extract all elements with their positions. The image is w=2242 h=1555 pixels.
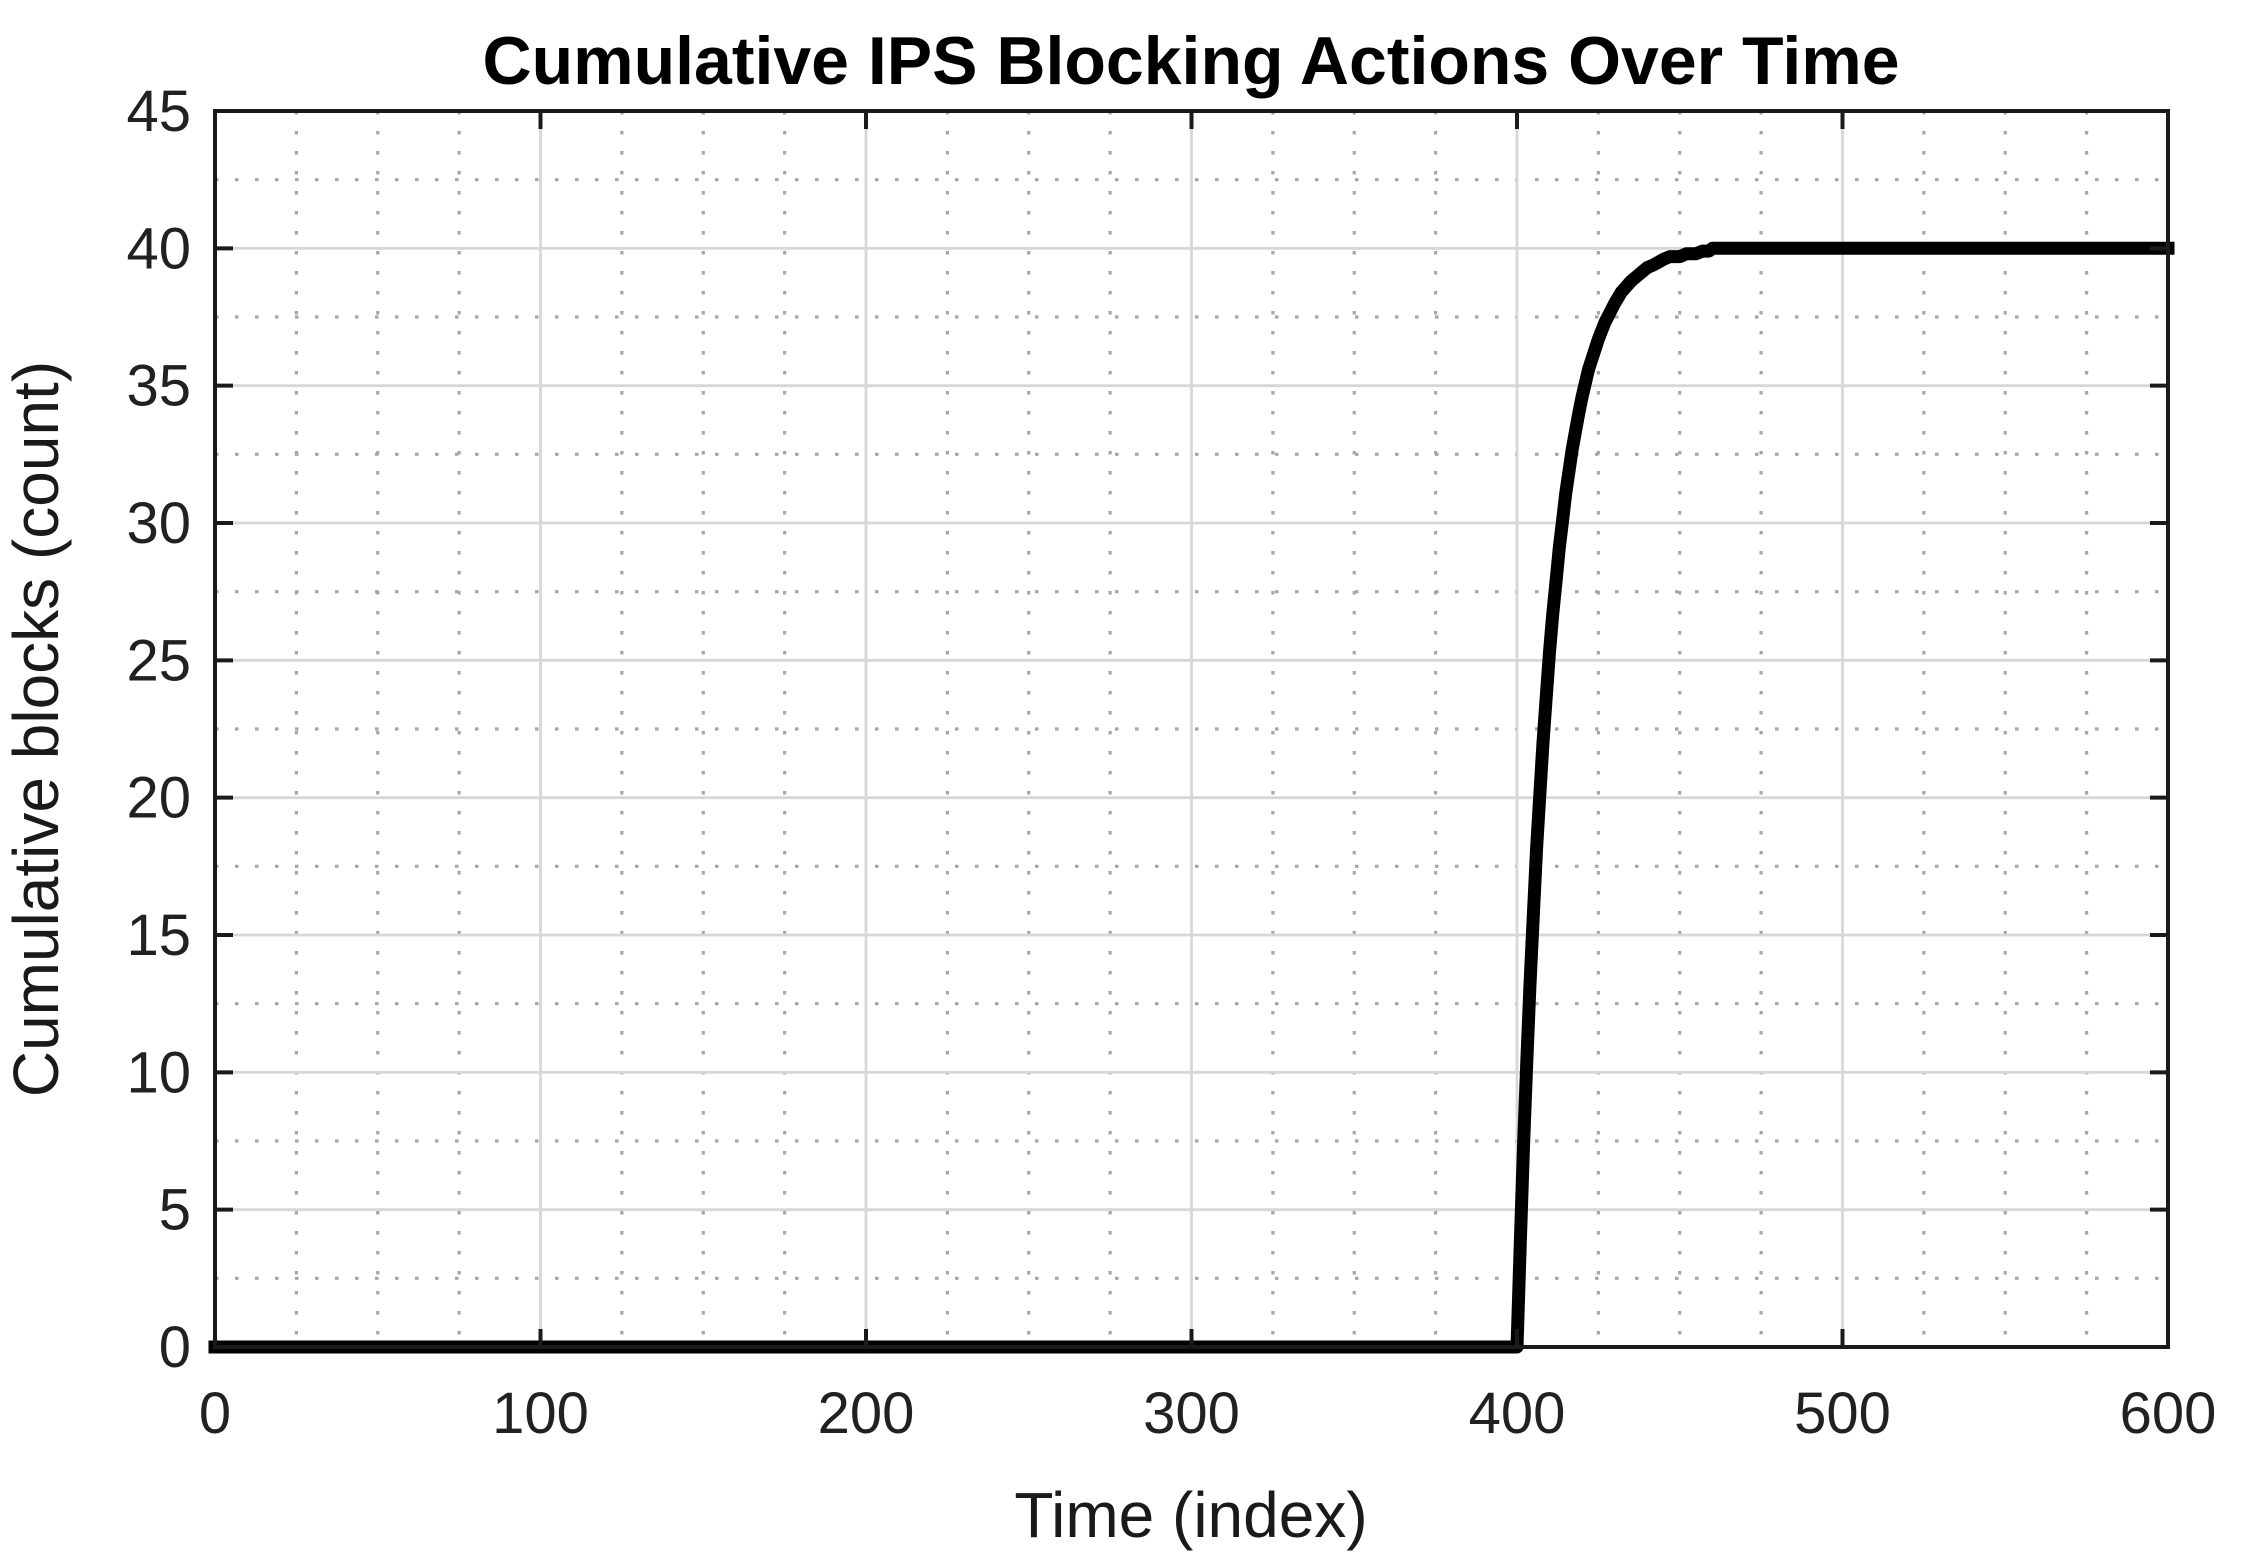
x-tick-label: 500 (1794, 1381, 1891, 1446)
chart-title: Cumulative IPS Blocking Actions Over Tim… (482, 23, 1899, 99)
x-tick-label: 100 (492, 1381, 589, 1446)
x-tick-label: 200 (818, 1381, 915, 1446)
y-tick-label: 20 (126, 766, 191, 831)
x-axis-label: Time (index) (1014, 1479, 1367, 1551)
x-tick-label: 300 (1143, 1381, 1240, 1446)
x-tick-labels: 0 100 200 300 400 500 600 (199, 1381, 2217, 1446)
x-tick-label: 0 (199, 1381, 231, 1446)
x-tick-label: 600 (2120, 1381, 2217, 1446)
y-tick-label: 5 (159, 1178, 191, 1243)
y-tick-label: 10 (126, 1040, 191, 1105)
y-tick-label: 15 (126, 903, 191, 968)
y-tick-label: 0 (159, 1315, 191, 1380)
y-tick-label: 30 (126, 491, 191, 556)
y-axis-label: Cumulative blocks (count) (0, 361, 72, 1097)
y-tick-label: 35 (126, 354, 191, 419)
y-tick-labels: 0 5 10 15 20 25 30 35 40 45 (126, 79, 191, 1380)
y-tick-label: 25 (126, 628, 191, 693)
y-tick-label: 45 (126, 79, 191, 144)
axis-ticks (213, 109, 2170, 1349)
y-tick-label: 40 (126, 216, 191, 281)
x-tick-label: 400 (1469, 1381, 1566, 1446)
